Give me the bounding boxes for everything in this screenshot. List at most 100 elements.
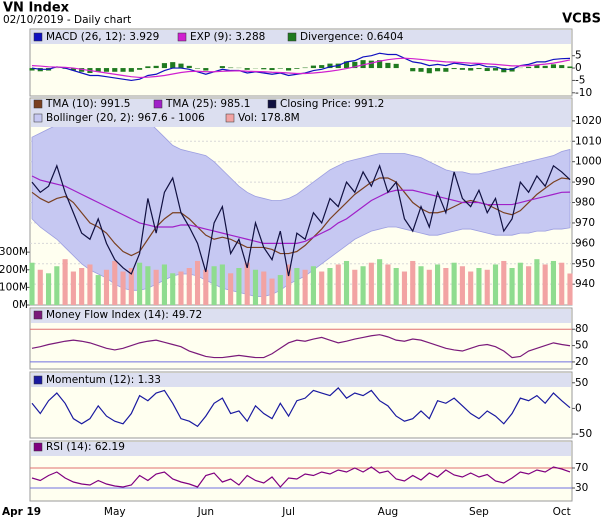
legend-swatch [267,99,277,109]
bar [352,269,358,305]
bar [120,271,126,305]
bar [360,266,366,305]
bar [269,278,275,305]
legend-swatch [225,113,235,123]
bar [29,262,35,305]
series-line [31,387,571,428]
bar [310,65,316,69]
y-tick-label: 1000 [575,156,602,168]
series-line [31,57,571,79]
bar [120,68,126,72]
bar [426,68,432,74]
x-tick-label: Jul [281,506,295,518]
bar [492,68,499,71]
legend-label: TMA (25): 985.1 [165,98,250,110]
y-tick-label: 70 [575,462,588,474]
x-tick-label: May [104,506,126,518]
bar [261,68,267,70]
y2-tick-label: 100M [0,281,28,293]
bar [186,268,192,305]
bar [112,260,118,305]
chart-subtitle: 02/10/2019 - Daily chart [3,14,131,26]
y-tick-label: 30 [575,482,588,494]
bar [393,63,399,69]
bar [509,268,515,305]
bar [153,65,159,69]
bar [534,259,540,305]
legend-strip [31,309,571,323]
bar [385,62,391,69]
bar [261,271,267,305]
y2-tick-label: 200M [0,264,28,276]
bar [492,264,499,305]
legend-strip [31,30,571,44]
bar [526,66,532,69]
y-tick-label: 80 [575,323,588,335]
bar [37,269,43,305]
y-tick-label: -10 [575,87,592,99]
bar [153,269,159,305]
y2-tick-label: 0M [12,299,28,311]
bar [178,63,184,69]
legend-swatch [33,113,43,123]
y-tick-label: 0 [575,62,582,74]
y-tick-label: 1020 [575,115,602,127]
bar [62,259,68,305]
series-line [31,466,571,488]
y-tick-label: 50 [575,377,588,389]
bar [435,68,441,72]
bar [286,264,292,305]
bar [343,61,350,69]
legend-swatch [33,32,43,42]
bar [484,269,490,305]
y-tick-label: 980 [575,197,595,209]
bar [526,266,532,305]
bar [310,266,316,305]
bar [476,268,482,305]
bar [219,264,225,305]
y-tick-label: 20 [575,356,588,368]
legend-swatch [33,310,43,320]
bar [459,266,465,305]
bar [137,68,143,70]
y-tick-label: 5 [575,50,582,62]
bar [70,68,76,71]
bar [87,264,93,305]
legend-swatch [33,375,43,385]
y-tick-label: 970 [575,217,595,229]
y-tick-label: -5 [575,74,585,86]
bar [517,262,523,305]
legend-label: Bollinger (20, 2): 967.6 - 1006 [46,112,205,124]
bar [327,63,333,69]
bar [103,68,110,72]
x-tick-label: Oct [553,506,571,518]
bar [542,264,548,305]
bar [95,275,101,305]
bar [352,61,358,69]
chart-title: VN Index [3,1,70,16]
legend-strip [31,373,571,387]
bar [178,271,184,305]
bar [228,273,234,305]
bar [145,66,151,69]
legend-label: MACD (26, 12): 3.929 [46,31,159,43]
bar [360,60,366,69]
bar [343,260,350,305]
bar [161,264,167,305]
bar [95,68,101,72]
bar [170,62,176,69]
legend-label: Closing Price: 991.2 [280,98,384,110]
y-tick-label: 50 [575,340,588,352]
bar [79,268,85,305]
bar [393,268,399,305]
bar [451,262,457,305]
legend-swatch [33,99,43,109]
bar [252,269,259,305]
bar [269,68,275,71]
y-tick-label: 0 [575,402,582,414]
bar [567,273,573,305]
legend-label: Money Flow Index (14): 49.72 [46,309,202,321]
x-tick-label: Apr 19 [2,506,41,518]
series-line [31,163,571,277]
